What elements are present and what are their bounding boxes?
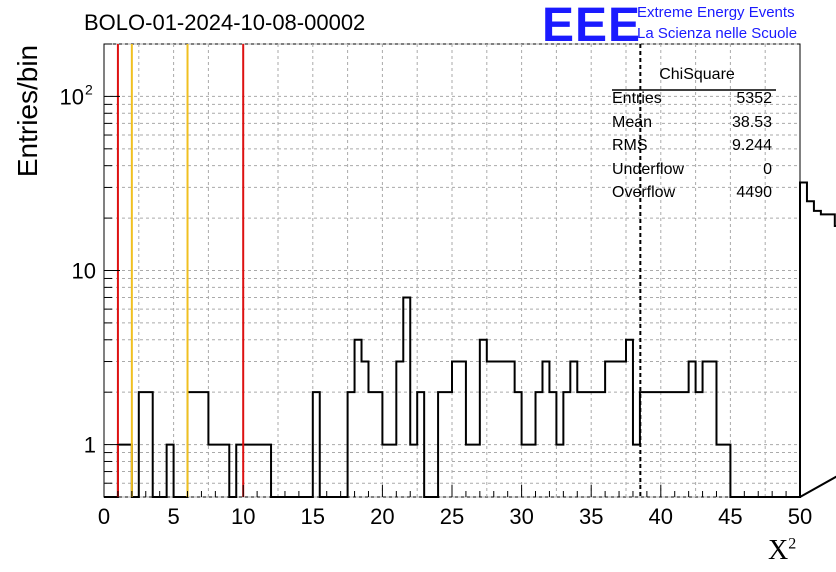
x-tick-label: 30: [509, 504, 533, 529]
stats-value: 0: [763, 160, 772, 178]
chart-title: BOLO-01-2024-10-08-00002: [84, 10, 366, 35]
x-tick-label: 35: [579, 504, 603, 529]
y-tick-label: 10: [72, 259, 96, 284]
stats-row: Entries 5352: [612, 90, 772, 114]
y-tick-label: 10: [60, 84, 84, 109]
y-tick-label: 1: [84, 433, 96, 458]
x-tick-label: 5: [167, 504, 179, 529]
stats-row: Mean 38.53: [612, 114, 772, 138]
stats-title: ChiSquare: [659, 66, 735, 83]
stats-label: Underflow: [612, 160, 685, 178]
x-tick-label: 45: [718, 504, 742, 529]
stats-label: Mean: [612, 113, 653, 131]
stats-label: Entries: [612, 90, 662, 107]
stats-value: 38.53: [731, 113, 772, 131]
x-axis-label: X2: [768, 535, 797, 566]
x-tick-label: 0: [98, 504, 110, 529]
stats-row: Overflow 4490: [612, 184, 772, 208]
stats-row: Underflow 0: [612, 161, 772, 185]
y-axis-label: Entries/bin: [12, 44, 43, 178]
x-tick-label: 20: [370, 504, 394, 529]
x-tick-label: 25: [440, 504, 464, 529]
stats-row: RMS 9.244: [612, 137, 772, 161]
x-tick-label: 40: [649, 504, 673, 529]
logo-line-1: Extreme Energy Events: [637, 4, 795, 21]
stats-box: ChiSquare Entries 5352 Mean 38.53 RMS 9.244…: [612, 66, 772, 208]
stats-value: 5352: [736, 90, 772, 107]
y-tick-superscript: 2: [85, 81, 93, 97]
eee-logo: EEE: [542, 0, 642, 52]
histogram-series: [104, 181, 836, 498]
x-tick-label: 15: [301, 504, 325, 529]
stats-label: RMS: [612, 137, 648, 154]
x-tick-label: 50: [788, 504, 812, 529]
stats-label: Overflow: [612, 184, 676, 201]
x-tick-label: 10: [231, 504, 255, 529]
logo-line-2: La Scienza nelle Scuole: [637, 25, 798, 42]
stats-value: 9.244: [731, 137, 772, 154]
stats-value: 4490: [736, 184, 772, 201]
